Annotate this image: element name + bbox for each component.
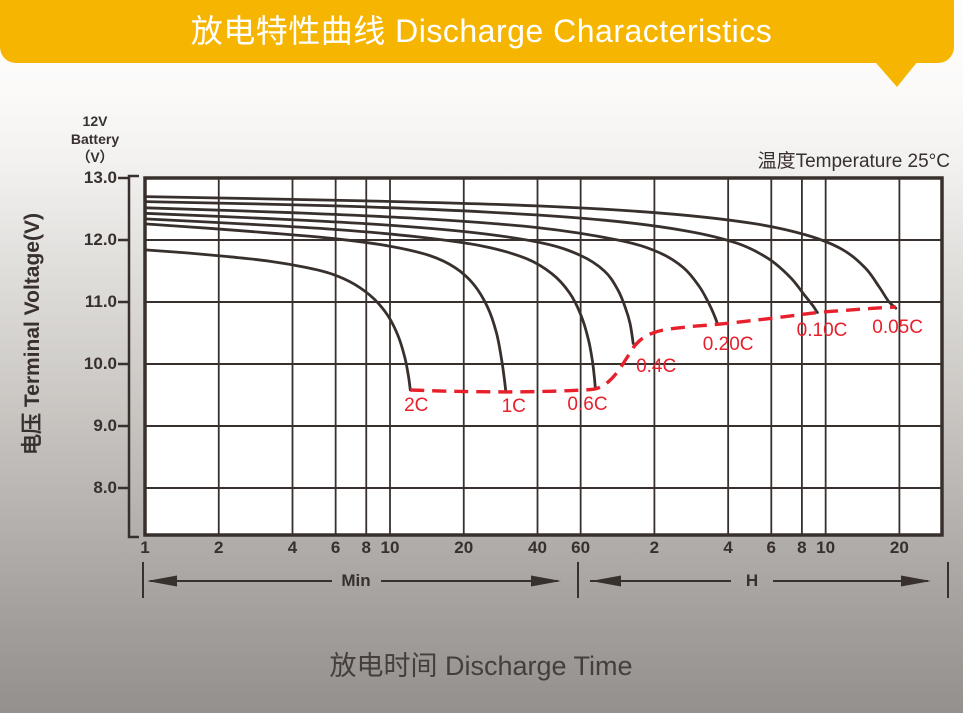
curve-label-0.05C: 0.05C: [872, 317, 923, 339]
y-tick-label: 10.0: [83, 354, 117, 373]
y-tick-label: 11.0: [84, 292, 117, 311]
x-tick-label-hour: 10: [816, 538, 836, 557]
x-tick-label-min: 20: [454, 538, 474, 557]
minutes-unit-label: Min: [341, 571, 371, 590]
y-tick-label: 9.0: [93, 416, 117, 435]
curve-label-1C: 1C: [501, 396, 526, 418]
curve-label-0.6C: 0.6C: [567, 393, 608, 415]
x-tick-label-min: 60: [571, 538, 591, 557]
x-tick-label-min: 4: [287, 538, 298, 557]
hours-unit-label: H: [745, 571, 759, 590]
battery-type-line3: （V）: [76, 149, 114, 165]
x-tick-label-min: 10: [380, 538, 400, 557]
curve-label-0.20C: 0.20C: [702, 334, 754, 356]
x-tick-label-hour: 6: [766, 538, 777, 557]
battery-type-line1: 12V: [82, 113, 108, 129]
battery-type-label: 12V Battery （V）: [53, 112, 137, 166]
x-tick-label-hour: 4: [723, 538, 733, 557]
curve-label-2C: 2C: [404, 394, 429, 416]
x-tick-label-hour: 8: [797, 538, 807, 557]
x-tick-label-hour: 20: [889, 538, 909, 557]
x-tick-label-min: 40: [528, 538, 547, 557]
y-tick-label: 12.0: [83, 230, 117, 249]
x-tick-label-hour: 2: [649, 538, 660, 557]
y-tick-label: 13.0: [83, 168, 117, 187]
curve-label-0.4C: 0.4C: [636, 356, 677, 378]
curve-label-0.10C: 0.10C: [796, 320, 848, 342]
page-title: 放电特性曲线 Discharge Characteristics: [190, 13, 773, 49]
battery-type-line2: Battery: [70, 131, 120, 147]
title-banner: [0, 0, 954, 63]
temperature-label: 温度Temperature 25°C: [757, 151, 950, 172]
x-axis-title: 放电时间 Discharge Time: [329, 651, 633, 681]
x-tick-label-min: 6: [330, 538, 341, 557]
x-tick-label-min: 2: [214, 538, 224, 557]
y-tick-label: 8.0: [93, 478, 117, 497]
x-tick-label-min: 1: [140, 538, 150, 557]
x-tick-label-min: 8: [361, 538, 371, 557]
